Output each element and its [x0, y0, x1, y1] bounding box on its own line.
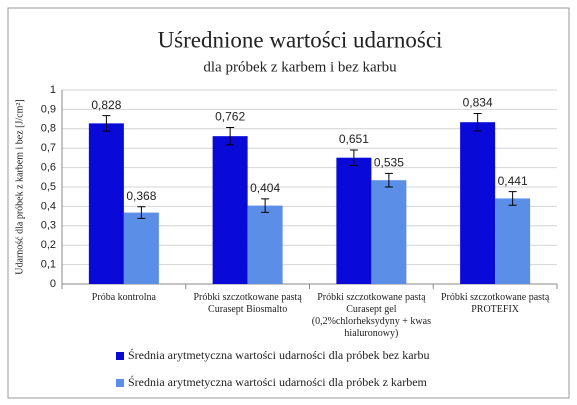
- chart-title: Uśrednione wartości udarności: [158, 27, 443, 52]
- bar: [371, 180, 407, 284]
- data-label: 0,535: [374, 156, 404, 170]
- error-bar: [473, 112, 482, 132]
- error-bar: [349, 149, 358, 166]
- y-tick-label: 0,1: [41, 259, 56, 271]
- bar: [495, 198, 531, 284]
- data-label: 0,834: [463, 96, 493, 110]
- error-bar: [261, 198, 270, 213]
- bar: [336, 157, 372, 284]
- error-bar: [508, 191, 517, 206]
- legend-label: Średnia arytmetyczna wartości udarności …: [128, 375, 428, 389]
- error-bar: [102, 115, 111, 132]
- chart-subtitle: dla próbek z karbem i bez karbu: [203, 59, 397, 75]
- legend-swatch: [116, 379, 124, 387]
- y-tick-label: 0,9: [41, 103, 56, 115]
- y-tick-label: 0,7: [41, 142, 56, 154]
- data-label: 0,651: [339, 132, 369, 146]
- data-label: 0,828: [91, 98, 121, 112]
- legend-swatch: [116, 352, 124, 360]
- x-tick-label: Próbki szczotkowane pastą Curasept Biosm…: [193, 292, 302, 315]
- y-tick-label: 0,5: [41, 181, 56, 193]
- data-label: 0,441: [498, 174, 528, 188]
- bar: [247, 205, 283, 284]
- bar: [212, 136, 248, 284]
- error-bar: [226, 126, 235, 146]
- x-tick-label: Próbki szczotkowane pastą PROTEFIX: [440, 292, 550, 315]
- error-bar: [137, 206, 146, 219]
- bar: [88, 123, 124, 284]
- y-axis-label: Udarność dla próbek z karbem i bez [J/cm…: [14, 99, 25, 274]
- bar: [123, 212, 159, 284]
- data-label: 0,404: [250, 181, 280, 195]
- x-tick-label: Próbki szczotkowane pastą Curasept gel (…: [311, 292, 431, 339]
- data-label: 0,368: [126, 189, 156, 203]
- y-tick-label: 0,8: [41, 123, 56, 135]
- x-tick-label: Próba kontrolna: [91, 292, 156, 303]
- y-tick-label: 0: [50, 278, 56, 290]
- legend-label: Średnia arytmetyczna wartości udarności …: [128, 348, 430, 362]
- y-tick-label: 0,3: [41, 220, 56, 232]
- error-bar: [384, 172, 393, 188]
- bar: [460, 122, 496, 284]
- data-label: 0,762: [215, 110, 245, 124]
- y-tick-label: 0,4: [41, 200, 56, 212]
- y-tick-label: 1: [50, 84, 56, 96]
- y-tick-label: 0,2: [41, 239, 56, 251]
- y-tick-label: 0,6: [41, 162, 56, 174]
